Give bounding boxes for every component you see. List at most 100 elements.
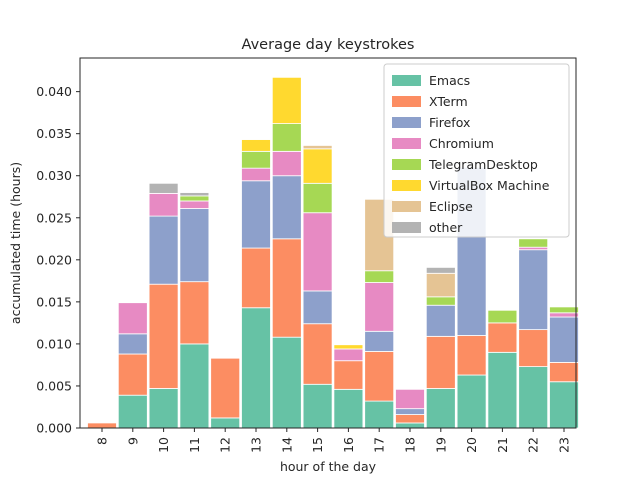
bar-segment-firefox-23	[549, 316, 579, 363]
x-tick-label: 13	[249, 437, 264, 453]
legend-swatch-emacs	[392, 75, 421, 86]
bar-segment-emacs-16	[333, 388, 364, 429]
legend-label: TelegramDesktop	[428, 157, 538, 172]
bar-segment-firefox-9	[117, 333, 148, 355]
y-axis-label: accumulated time (hours)	[8, 162, 23, 324]
bar-segment-firefox-22	[518, 249, 549, 331]
bar-segment-telegramdesktop-23	[549, 306, 579, 314]
bar-segment-xterm-12	[210, 357, 241, 419]
bar-segment-xterm-18	[395, 414, 425, 424]
bar-segment-firefox-14	[271, 175, 302, 240]
y-tick-label: 0.000	[36, 421, 72, 436]
bar-segment-xterm-23	[549, 362, 579, 383]
legend: Emacs XTerm Firefox Chromium TelegramDesktop…	[383, 63, 570, 238]
bar-segment-virtualbox-machine-15	[302, 148, 333, 184]
bar-segment-other-10	[148, 182, 179, 194]
bar-segment-emacs-18	[395, 422, 425, 429]
bar-segment-virtualbox-machine-13	[241, 139, 271, 152]
x-tick-label: 22	[526, 437, 541, 453]
bar-segment-emacs-10	[148, 388, 179, 429]
y-tick-label: 0.025	[36, 210, 72, 225]
x-tick-label: 12	[218, 437, 233, 453]
x-tick-label: 18	[403, 437, 418, 453]
bar-segment-chromium-10	[148, 192, 179, 217]
legend-swatch-chromium	[392, 138, 421, 149]
legend-swatch-other	[392, 222, 421, 233]
x-tick-label: 19	[433, 437, 448, 453]
bar-segment-emacs-12	[210, 417, 241, 429]
bar-segment-firefox-15	[302, 290, 333, 325]
x-tick-label: 21	[495, 437, 510, 453]
y-tick-label: 0.005	[36, 378, 72, 393]
legend-swatch-firefox	[392, 117, 421, 128]
bar-segment-emacs-13	[241, 307, 271, 429]
x-tick-label: 15	[310, 437, 325, 453]
bar-segment-xterm-16	[333, 360, 364, 390]
bar-segment-firefox-19	[425, 304, 456, 337]
bar-segment-telegramdesktop-19	[425, 296, 456, 306]
bar-segment-chromium-9	[117, 302, 148, 335]
legend-swatch-telegramdesktop	[392, 159, 421, 170]
x-tick-label: 17	[372, 437, 387, 453]
bar-segment-xterm-19	[425, 335, 456, 389]
bar-segment-chromium-16	[333, 348, 364, 362]
x-tick-label: 14	[279, 437, 294, 453]
y-tick-label: 0.030	[36, 168, 72, 183]
legend-swatch-xterm	[392, 96, 421, 107]
x-tick-label: 10	[156, 437, 171, 453]
legend-label: other	[429, 220, 463, 235]
bar-segment-emacs-9	[117, 394, 148, 429]
x-tick-label: 9	[125, 437, 140, 445]
bar-segment-xterm-8	[87, 422, 117, 429]
x-tick-label: 8	[95, 437, 110, 445]
bar-segment-emacs-21	[487, 351, 518, 429]
bar-segment-firefox-11	[179, 208, 210, 283]
bar-segment-xterm-21	[487, 322, 518, 353]
bar-segment-eclipse-15	[302, 145, 333, 150]
bar-segment-firefox-17	[364, 330, 395, 352]
bar-segment-telegramdesktop-22	[518, 238, 549, 248]
legend-label: Firefox	[429, 115, 470, 130]
bar-segment-other-19	[425, 266, 456, 274]
legend-swatch-eclipse	[392, 201, 421, 212]
bar-segment-emacs-22	[518, 366, 549, 429]
y-tick-label: 0.035	[36, 126, 72, 141]
bar-segment-xterm-14	[271, 238, 302, 338]
bar-segment-emacs-15	[302, 383, 333, 429]
y-tick-label: 0.020	[36, 252, 72, 267]
bar-segment-xterm-13	[241, 247, 271, 309]
bar-segment-chromium-11	[179, 200, 210, 209]
y-tick-label: 0.010	[36, 336, 72, 351]
bar-segment-chromium-18	[395, 388, 425, 410]
bar-segment-xterm-10	[148, 283, 179, 389]
x-tick-label: 23	[557, 437, 572, 453]
x-tick-label: 16	[341, 437, 356, 453]
y-tick-label: 0.040	[36, 84, 72, 99]
bar-segment-virtualbox-machine-14	[271, 76, 302, 124]
bar-segment-firefox-10	[148, 215, 179, 285]
x-axis-label: hour of the day	[280, 459, 377, 474]
bar-segment-emacs-17	[364, 400, 395, 429]
legend-label: Eclipse	[429, 199, 473, 214]
y-axis-ticks: 0.000 0.005 0.010 0.015 0.020 0.025 0.030 0.035…	[36, 84, 80, 436]
bar-segment-xterm-17	[364, 351, 395, 402]
plot-frame	[79, 57, 577, 429]
legend-label: XTerm	[429, 94, 468, 109]
legend-swatch-virtualbox-machine	[392, 180, 421, 191]
bar-segment-virtualbox-machine-16	[333, 344, 364, 350]
bar-segment-chromium-23	[549, 312, 579, 318]
bar-segment-telegramdesktop-15	[302, 182, 333, 214]
bar-segment-emacs-19	[425, 388, 456, 429]
x-axis-ticks: 8 9 10 11 12 13 14 15 16 17 18 19 20 21 22 23	[95, 428, 572, 453]
bar-segment-xterm-9	[117, 353, 148, 396]
bar-segment-telegramdesktop-14	[271, 123, 302, 152]
bar-segment-chromium-14	[271, 150, 302, 177]
bar-segment-chromium-13	[241, 167, 271, 182]
bar-segment-xterm-22	[518, 329, 549, 368]
bar-segment-emacs-20	[456, 374, 487, 429]
legend-label: VirtualBox Machine	[429, 178, 550, 193]
legend-label: Emacs	[429, 73, 470, 88]
legend-label: Chromium	[429, 136, 494, 151]
bar-segment-telegramdesktop-21	[487, 309, 518, 324]
